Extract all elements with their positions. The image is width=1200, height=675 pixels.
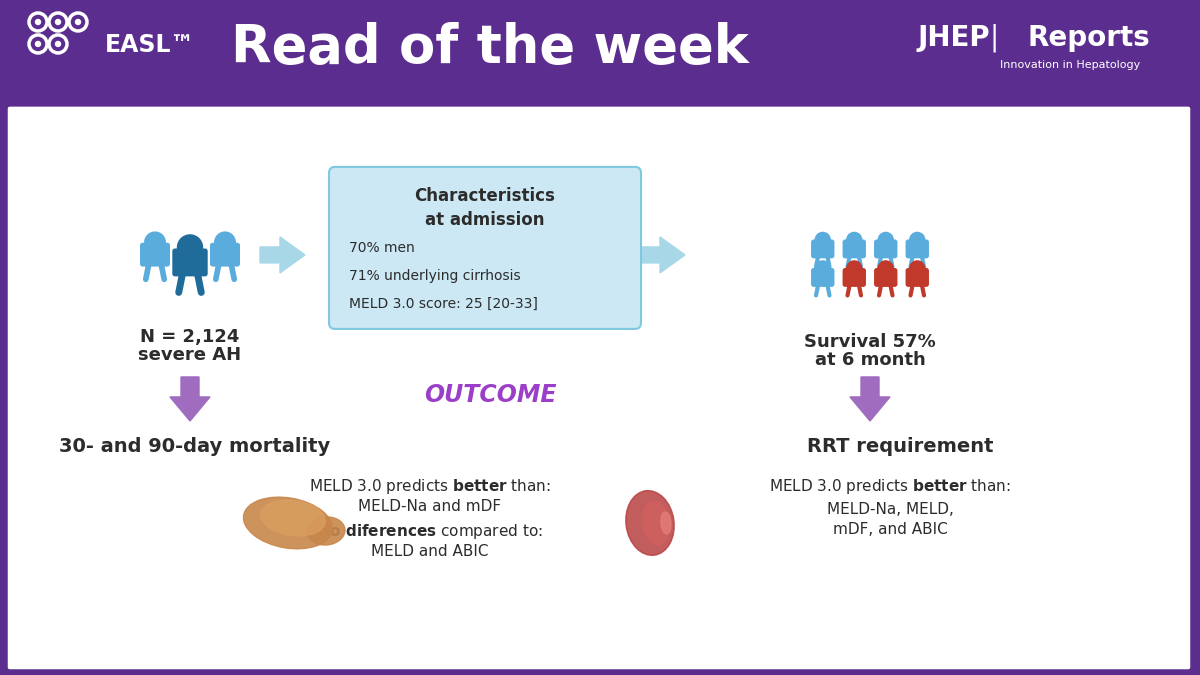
FancyBboxPatch shape [875,240,896,258]
Circle shape [847,261,862,276]
Circle shape [215,232,235,252]
FancyBboxPatch shape [6,105,1192,671]
Text: JHEP: JHEP [917,24,990,52]
Text: 70% men: 70% men [349,241,415,255]
Circle shape [815,232,830,248]
FancyBboxPatch shape [906,240,929,258]
Circle shape [847,232,862,248]
Text: Innovation in Hepatology: Innovation in Hepatology [1000,60,1140,70]
Text: MELD 3.0 score: 25 [20-33]: MELD 3.0 score: 25 [20-33] [349,297,538,311]
Text: at 6 month: at 6 month [815,351,925,369]
Text: MELD 3.0 predicts $\mathbf{better}$ than:: MELD 3.0 predicts $\mathbf{better}$ than… [310,477,551,497]
Text: OUTCOME: OUTCOME [424,383,557,407]
Circle shape [145,232,166,252]
Text: severe AH: severe AH [138,346,241,364]
FancyBboxPatch shape [811,269,834,286]
FancyBboxPatch shape [811,240,834,258]
Text: MELD-Na, MELD,: MELD-Na, MELD, [827,502,954,518]
Circle shape [815,261,830,276]
Circle shape [76,20,80,24]
Ellipse shape [244,497,332,549]
Text: $\mathbf{No\ diferences}$ compared to:: $\mathbf{No\ diferences}$ compared to: [317,522,542,541]
FancyArrow shape [850,377,890,421]
Text: N = 2,124: N = 2,124 [140,328,240,346]
FancyBboxPatch shape [844,269,865,286]
Text: 30- and 90-day mortality: 30- and 90-day mortality [59,437,331,456]
Text: EASL™: EASL™ [106,33,196,57]
FancyBboxPatch shape [140,244,169,266]
FancyBboxPatch shape [906,269,929,286]
FancyBboxPatch shape [173,249,208,275]
Text: mDF, and ABIC: mDF, and ABIC [833,522,947,537]
Circle shape [910,232,925,248]
Circle shape [36,41,41,47]
FancyArrow shape [260,237,305,273]
Text: Reports: Reports [1027,24,1150,52]
Circle shape [55,20,60,24]
FancyBboxPatch shape [875,269,896,286]
Text: 71% underlying cirrhosis: 71% underlying cirrhosis [349,269,521,283]
Ellipse shape [661,512,671,534]
FancyBboxPatch shape [211,244,239,266]
Text: RRT requirement: RRT requirement [806,437,994,456]
Circle shape [878,261,893,276]
FancyArrow shape [640,237,685,273]
Text: Read of the week: Read of the week [232,22,749,74]
Ellipse shape [626,491,674,556]
Text: MELD 3.0 predicts $\mathbf{better}$ than:: MELD 3.0 predicts $\mathbf{better}$ than… [769,477,1010,497]
Text: Characteristics
at admission: Characteristics at admission [414,187,556,229]
Circle shape [55,41,60,47]
Ellipse shape [260,500,325,536]
FancyBboxPatch shape [329,167,641,329]
Text: |: | [989,24,998,52]
Circle shape [36,20,41,24]
Text: MELD-Na and mDF: MELD-Na and mDF [359,500,502,514]
Text: Survival 57%: Survival 57% [804,333,936,351]
Circle shape [178,235,203,260]
FancyArrow shape [170,377,210,421]
Circle shape [878,232,893,248]
Circle shape [910,261,925,276]
FancyBboxPatch shape [844,240,865,258]
Ellipse shape [643,501,670,545]
Text: MELD and ABIC: MELD and ABIC [371,545,488,560]
Ellipse shape [307,517,344,545]
